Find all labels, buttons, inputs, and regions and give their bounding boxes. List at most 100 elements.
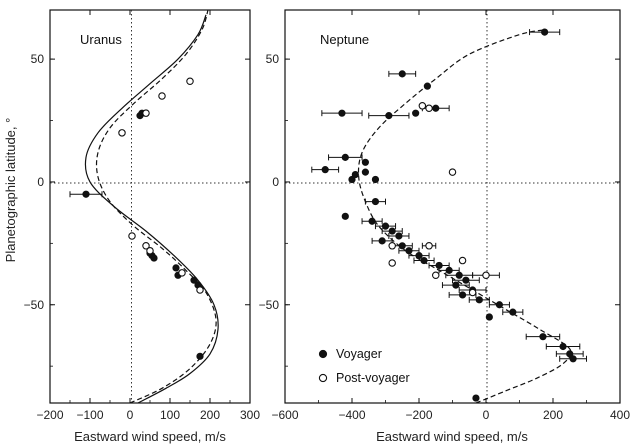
neptune-post-voyager-point <box>482 271 490 280</box>
uranus-x-ticks: −200 −100 0 100 200 300 <box>36 10 260 422</box>
neptune-voyager-point <box>420 256 428 265</box>
neptune-voyager-point <box>371 197 380 206</box>
neptune-x-tick-label: 400 <box>610 408 630 422</box>
uranus-post-voyager-point <box>128 232 136 240</box>
uranus-post-voyager-point <box>142 109 150 117</box>
neptune-post-voyager-point <box>425 104 433 113</box>
neptune-voyager-point <box>509 308 517 316</box>
uranus-y-tick-label: 50 <box>31 52 45 66</box>
uranus-voyager-point <box>150 254 158 262</box>
uranus-voyager-point <box>82 190 90 198</box>
neptune-plot-frame <box>284 9 621 404</box>
neptune-voyager-point <box>385 112 393 120</box>
neptune-post-voyager-point <box>388 242 396 250</box>
neptune-y-tick-label: 50 <box>266 52 280 66</box>
legend-post-voyager-label: Post-voyager <box>336 371 410 385</box>
neptune-y-ticks: 50 0 −50 <box>259 52 620 367</box>
uranus-x-tick-label: −100 <box>76 408 103 422</box>
uranus-voyager-point <box>172 264 180 272</box>
neptune-voyager-point <box>361 168 369 176</box>
legend: Voyager Post-voyager <box>318 347 410 385</box>
neptune-voyager-point <box>341 212 349 220</box>
neptune-voyager-point <box>321 166 329 174</box>
neptune-voyager-point <box>415 252 423 260</box>
uranus-model-dashed <box>95 10 217 403</box>
uranus-voyager-point <box>190 276 198 284</box>
uranus-post-voyager-point <box>118 129 126 137</box>
uranus-x-tick-label: 0 <box>127 408 134 422</box>
neptune-voyager-point <box>566 350 574 358</box>
neptune-x-tick-label: −400 <box>338 408 365 422</box>
uranus-y-ticks: 50 0 −50 <box>24 52 250 367</box>
neptune-voyager-point <box>371 175 380 184</box>
neptune-voyager-point <box>495 301 503 309</box>
neptune-x-tick-label: 200 <box>543 408 563 422</box>
uranus-post-voyager-point <box>196 286 204 294</box>
neptune-voyager-point <box>395 232 403 240</box>
neptune-voyager-point <box>348 175 356 184</box>
neptune-voyager-point <box>398 70 406 78</box>
neptune-x-ticks: −600 −400 −200 0 200 400 <box>271 10 630 422</box>
neptune-voyager-point <box>378 237 386 245</box>
uranus-panel-title: Uranus <box>80 32 122 47</box>
neptune-voyager-point <box>452 281 460 289</box>
uranus-model-curves <box>84 10 219 403</box>
neptune-model-curves <box>357 29 572 403</box>
neptune-voyager-point <box>351 170 359 179</box>
uranus-post-voyager-point <box>178 269 186 277</box>
neptune-voyager-point <box>539 333 547 341</box>
uranus-x-tick-label: 200 <box>200 408 220 422</box>
neptune-y-tick-label: 0 <box>272 175 279 189</box>
uranus-post-voyager-point <box>158 92 166 100</box>
neptune-post-voyager-point <box>448 168 457 176</box>
y-axis-title: Planetographic latitude, ° <box>3 118 18 263</box>
legend-voyager-marker <box>318 349 328 359</box>
neptune-voyager-point <box>423 82 431 90</box>
uranus-panel: −200 −100 0 100 200 300 50 0 −50 Uranus Eastwar… <box>24 9 260 444</box>
uranus-x-tick-label: 300 <box>240 408 260 422</box>
neptune-voyager-point <box>475 296 483 304</box>
neptune-panel-title: Neptune <box>320 32 369 47</box>
uranus-voyager-point <box>196 352 204 360</box>
neptune-model-dashed <box>357 29 572 403</box>
neptune-data-points <box>311 28 587 402</box>
uranus-post-voyager-point <box>142 242 150 250</box>
uranus-post-voyager-point <box>186 77 194 85</box>
neptune-voyager-point <box>381 222 390 230</box>
neptune-post-voyager-point <box>425 242 433 250</box>
uranus-plot-frame <box>49 9 251 404</box>
neptune-panel: −600 −400 −200 0 200 400 50 0 −50 Neptune Eastw… <box>259 9 630 444</box>
neptune-post-voyager-point <box>431 271 440 280</box>
neptune-voyager-point <box>541 28 549 36</box>
neptune-post-voyager-point <box>468 288 477 297</box>
uranus-x-tick-label: −200 <box>36 408 63 422</box>
neptune-voyager-point <box>569 355 577 363</box>
neptune-voyager-point <box>455 271 463 279</box>
neptune-post-voyager-point <box>458 256 467 265</box>
neptune-post-voyager-point <box>388 259 396 267</box>
uranus-model-solid <box>84 14 219 403</box>
neptune-voyager-point <box>338 109 346 117</box>
legend-post-voyager-marker <box>318 373 328 383</box>
neptune-voyager-point <box>458 291 467 299</box>
neptune-voyager-point <box>485 313 493 321</box>
neptune-voyager-point <box>412 109 420 117</box>
neptune-voyager-point <box>462 276 470 284</box>
legend-voyager-label: Voyager <box>336 347 382 361</box>
uranus-x-axis-title: Eastward wind speed, m/s <box>74 429 226 444</box>
neptune-y-tick-label: −50 <box>259 298 280 312</box>
neptune-x-tick-label: −200 <box>405 408 432 422</box>
neptune-voyager-point <box>472 394 480 402</box>
uranus-data-points <box>69 77 204 360</box>
neptune-x-axis-title: Eastward wind speed, m/s <box>376 429 528 444</box>
uranus-post-voyager-point <box>146 246 154 255</box>
neptune-voyager-point <box>341 153 349 161</box>
neptune-post-voyager-point <box>418 102 427 110</box>
uranus-y-tick-label: 0 <box>37 175 44 189</box>
neptune-x-tick-label: −600 <box>271 408 298 422</box>
neptune-voyager-point <box>559 342 567 351</box>
neptune-voyager-point <box>432 104 440 112</box>
neptune-x-tick-label: 0 <box>483 408 490 422</box>
neptune-voyager-point <box>361 158 369 166</box>
